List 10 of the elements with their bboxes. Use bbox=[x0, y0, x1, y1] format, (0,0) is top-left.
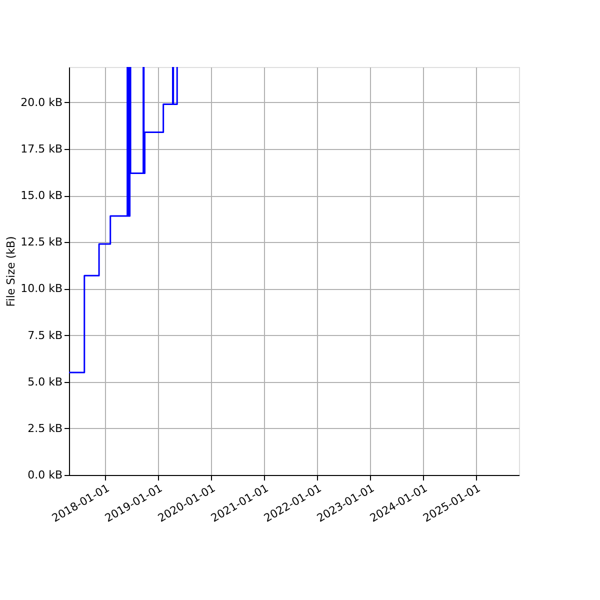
y-tick-label: 20.0 kB bbox=[20, 96, 62, 109]
y-tick-label: 5.0 kB bbox=[28, 375, 62, 388]
y-axis-title: File Size (kB) bbox=[4, 236, 18, 307]
y-tick-label: 2.5 kB bbox=[28, 422, 62, 435]
y-tick-label: 10.0 kB bbox=[20, 282, 62, 296]
y-tick-label: 17.5 kB bbox=[20, 142, 62, 156]
y-tick-label: 15.0 kB bbox=[20, 189, 62, 202]
y-tick-label: 12.5 kB bbox=[20, 236, 62, 249]
y-tick-label: 7.5 kB bbox=[28, 328, 62, 342]
y-tick-label: 0.0 kB bbox=[28, 468, 62, 482]
